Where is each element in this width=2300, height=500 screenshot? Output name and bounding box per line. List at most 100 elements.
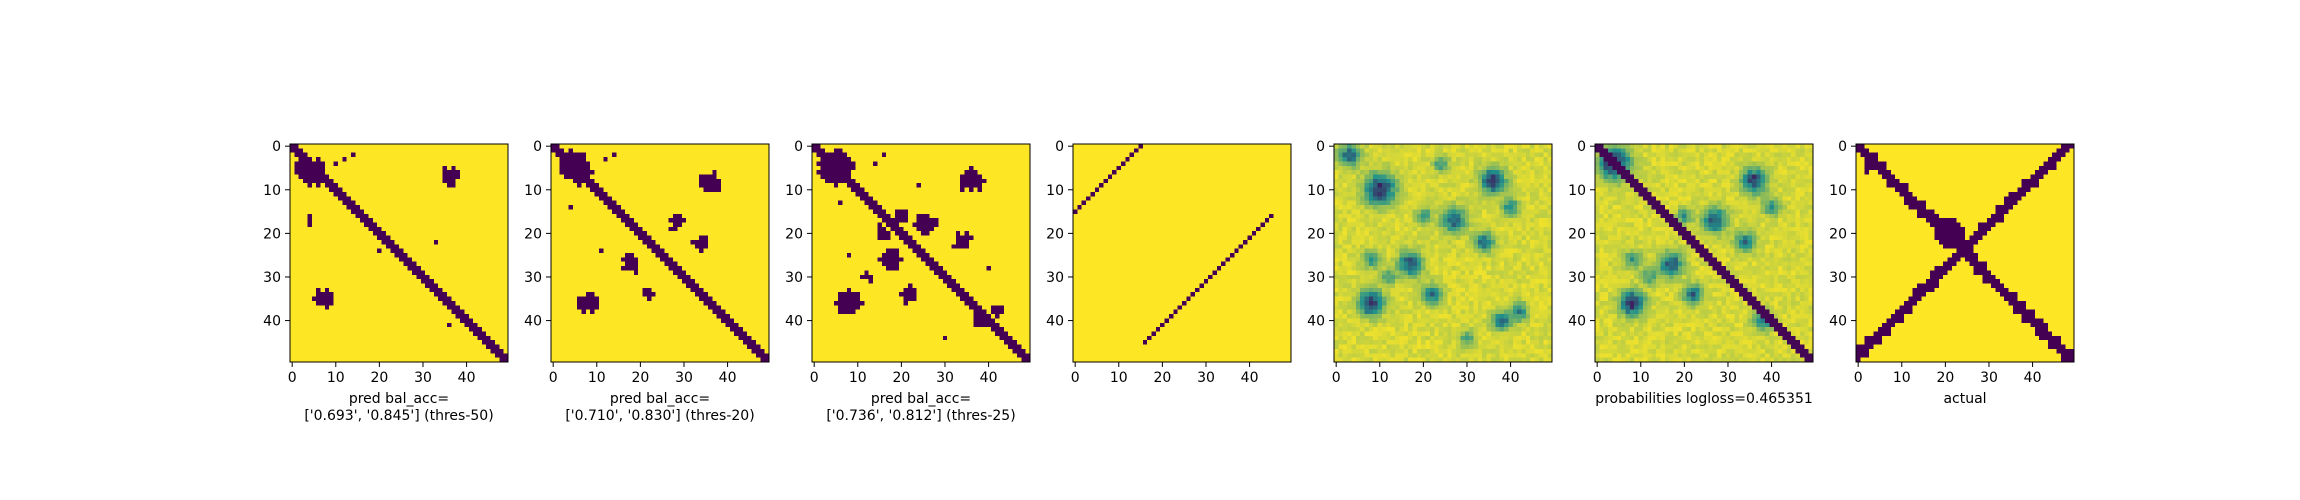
heatmap-cell — [577, 235, 582, 241]
heatmap-cell — [503, 296, 509, 302]
heatmap-cell — [646, 205, 652, 210]
heatmap-cell — [337, 314, 343, 319]
heatmap-cell — [694, 209, 700, 215]
heatmap-cell — [403, 209, 408, 215]
heatmap-cell — [438, 165, 443, 171]
heatmap-cell — [686, 300, 691, 306]
heatmap-cell — [342, 348, 347, 354]
heatmap-cell — [734, 253, 739, 258]
heatmap-cell — [481, 344, 487, 350]
heatmap-cell — [555, 235, 560, 241]
heatmap-cell — [290, 331, 295, 337]
heatmap-cell — [655, 187, 661, 193]
heatmap-cell — [324, 170, 330, 175]
heatmap-cell — [581, 353, 587, 358]
heatmap-cell — [629, 144, 635, 149]
heatmap-cell — [559, 357, 565, 363]
heatmap-cell — [664, 318, 669, 324]
heatmap-cell — [403, 161, 408, 167]
heatmap-cell — [416, 300, 422, 306]
heatmap-cell — [707, 148, 713, 153]
heatmap-cell — [425, 318, 430, 324]
heatmap-cell — [655, 231, 661, 236]
heatmap-cell — [625, 187, 630, 193]
heatmap-cell — [707, 183, 713, 188]
heatmap-cell — [438, 340, 443, 345]
heatmap-cell — [429, 344, 435, 350]
heatmap-cell — [664, 213, 669, 219]
heatmap-cell — [559, 239, 565, 245]
heatmap-cell — [503, 322, 509, 328]
heatmap-cell — [477, 283, 483, 289]
heatmap-cell — [490, 148, 496, 153]
heatmap-cell — [333, 305, 339, 310]
heatmap-cell — [329, 296, 334, 302]
heatmap-cell — [660, 239, 665, 245]
heatmap-cell — [324, 191, 330, 197]
heatmap-cell — [690, 209, 696, 215]
heatmap-cell — [572, 200, 578, 206]
heatmap-cell — [499, 253, 504, 258]
heatmap-cell — [460, 213, 465, 219]
heatmap-cell — [399, 200, 404, 206]
heatmap-cell — [494, 209, 500, 215]
heatmap-cell — [620, 222, 626, 228]
heatmap-cell — [734, 165, 739, 171]
heatmap-cell — [734, 331, 739, 337]
heatmap-cell — [372, 279, 378, 284]
heatmap-cell — [307, 200, 313, 206]
heatmap-cell — [433, 331, 439, 337]
heatmap-cell — [407, 292, 413, 297]
heatmap-cell — [638, 353, 643, 358]
heatmap-cell — [390, 157, 395, 162]
heatmap-cell — [416, 148, 422, 153]
heatmap-cell — [290, 305, 295, 310]
heatmap-cell — [686, 292, 691, 297]
heatmap-cell — [320, 170, 326, 175]
heatmap-cell — [760, 314, 765, 319]
heatmap-cell — [690, 218, 696, 223]
heatmap-cell — [694, 170, 700, 175]
heatmap-cell — [625, 257, 630, 262]
heatmap-cell — [642, 314, 648, 319]
heatmap-cell — [551, 222, 556, 228]
heatmap-cell — [372, 357, 378, 363]
heatmap-cell — [425, 144, 430, 149]
heatmap-cell — [598, 340, 604, 345]
heatmap-cell — [372, 309, 378, 315]
heatmap-cell — [442, 205, 448, 210]
heatmap-cell — [385, 344, 391, 350]
heatmap-cell — [633, 309, 639, 315]
heatmap-cell — [564, 305, 569, 310]
heatmap-cell — [590, 279, 595, 284]
heatmap-cell — [729, 161, 735, 167]
heatmap-cell — [503, 144, 509, 149]
heatmap-cell — [429, 305, 435, 310]
heatmap-cell — [568, 187, 574, 193]
heatmap-cell — [760, 218, 765, 223]
heatmap-cell — [486, 165, 491, 171]
heatmap-cell — [581, 309, 587, 315]
heatmap-cell — [364, 200, 369, 206]
heatmap-cell — [760, 344, 765, 350]
heatmap-cell — [620, 178, 626, 184]
heatmap-cell — [329, 331, 334, 337]
heatmap-cell — [455, 187, 461, 193]
heatmap-cell — [690, 226, 696, 232]
heatmap-cell — [668, 213, 674, 219]
heatmap-cell — [394, 196, 400, 201]
x-tick-label: 40 — [458, 370, 476, 386]
heatmap-cell — [747, 296, 752, 302]
heatmap-cell — [655, 200, 661, 206]
heatmap-cell — [307, 191, 313, 197]
heatmap-cell — [438, 213, 443, 219]
heatmap-cell — [477, 222, 483, 228]
heatmap-cell — [455, 283, 461, 289]
heatmap-cell — [372, 222, 378, 228]
heatmap-cell — [351, 200, 356, 206]
heatmap-cell — [585, 322, 591, 328]
heatmap-cell — [455, 296, 461, 302]
heatmap-cell — [712, 348, 717, 354]
heatmap-cell — [490, 292, 496, 297]
heatmap-cell — [298, 244, 304, 249]
